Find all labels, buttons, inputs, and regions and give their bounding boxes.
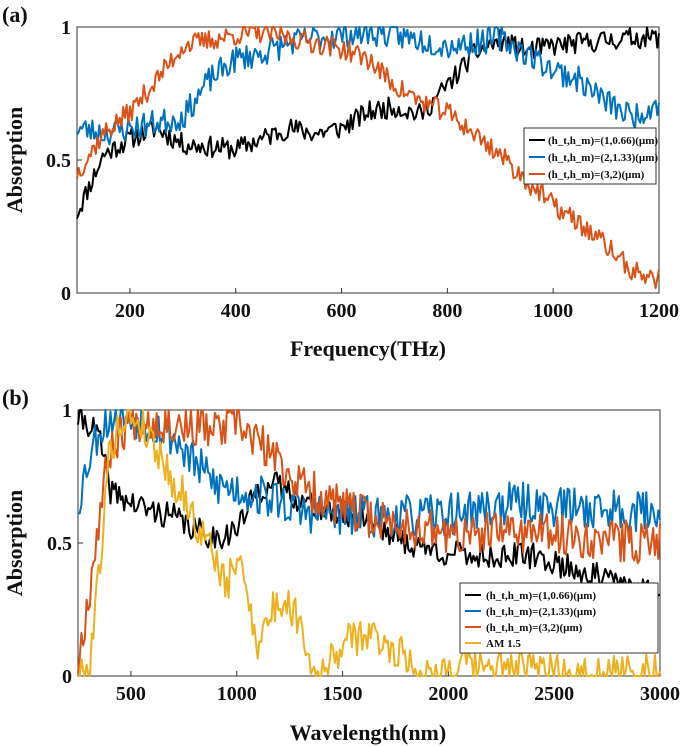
panel-a-xtick-3: 800 [432, 300, 462, 322]
panel-b-ylabel: Absorption [2, 490, 27, 596]
panel-a-series-0 [76, 26, 660, 220]
panel-b: (b) 500 1000 1500 2000 2500 3000 0 0.5 1 Wavelen… [2, 385, 680, 745]
panel-a-xtick-4: 1000 [533, 300, 573, 322]
panel-a-label: (a) [2, 2, 28, 27]
panel-a-ylabel: Absorption [2, 107, 27, 213]
panel-b-xtick-3: 2000 [428, 683, 468, 705]
panel-b-legend-box [459, 582, 659, 654]
panel-a-ytick-2: 1 [61, 17, 71, 39]
panel-a-legend-box [523, 127, 657, 185]
legend-a-label-2: (h_t,h_m)=(3,2)(µm) [548, 169, 645, 181]
panel-b-ytick-1: 0.5 [47, 533, 72, 555]
legend-b-label-0: (h_t,h_m)=(1,0.66)(µm) [486, 590, 596, 602]
panel-b-xtick-2: 1500 [323, 683, 363, 705]
panel-a-xtick-0: 200 [115, 300, 145, 322]
panel-b-xtick-5: 3000 [640, 683, 680, 705]
panel-b-label: (b) [2, 385, 29, 410]
panel-a-xlabel: Frequency(THz) [290, 336, 446, 361]
panel-a: (a) 200 400 600 800 1000 1200 0 0.5 1 Frequency(… [2, 2, 679, 361]
panel-b-ytick-0: 0 [62, 666, 72, 688]
panel-a-series-1 [76, 26, 660, 146]
panel-a-legend: (h_t,h_m)=(1,0.66)(µm) (h_t,h_m)=(2,1.33… [523, 127, 658, 185]
panel-a-xtick-5: 1200 [639, 300, 679, 322]
panel-a-xtick-2: 600 [327, 300, 357, 322]
panel-b-xtick-1: 1000 [217, 683, 257, 705]
panel-b-ytick-2: 1 [62, 400, 72, 422]
legend-b-label-2: (h_t,h_m)=(3,2)(µm) [486, 622, 583, 634]
panel-b-xtick-4: 2500 [534, 683, 574, 705]
panel-a-ytick-1: 0.5 [46, 150, 71, 172]
legend-a-label-1: (h_t,h_m)=(2,1.33)(µm) [548, 152, 658, 164]
panel-a-ytick-0: 0 [61, 283, 71, 305]
panel-b-xlabel: Wavelength(nm) [290, 720, 446, 745]
panel-b-xtick-0: 500 [116, 683, 146, 705]
panel-b-series-3 [78, 409, 661, 677]
panel-a-xtick-1: 400 [221, 300, 251, 322]
legend-a-label-0: (h_t,h_m)=(1,0.66)(µm) [548, 135, 658, 147]
panel-a-series-2 [76, 26, 660, 290]
legend-b-label-3: AM 1.5 [486, 638, 521, 650]
panel-b-series-2 [77, 409, 661, 673]
panel-b-legend: (h_t,h_m)=(1,0.66)(µm) (h_t,h_m)=(2,1.33… [459, 582, 659, 654]
legend-b-label-1: (h_t,h_m)=(2,1.33)(µm) [486, 606, 596, 618]
